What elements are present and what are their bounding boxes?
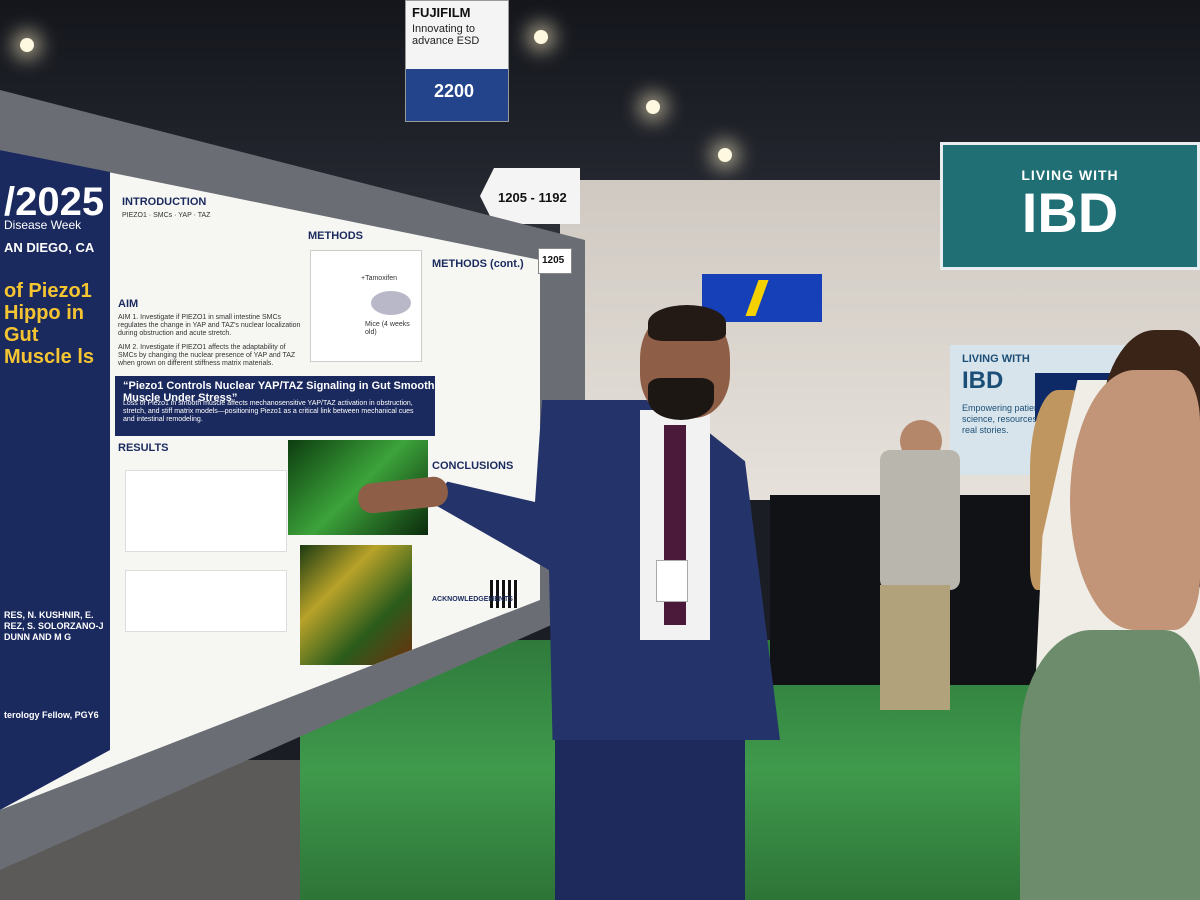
aisle-range: 1205 - 1192 bbox=[498, 190, 567, 205]
presenter-hair bbox=[648, 305, 726, 341]
sponsor-booth-number: 2200 bbox=[434, 81, 475, 101]
poster-title: of Piezo1 Hippo in Gut Muscle ls bbox=[4, 280, 95, 368]
key-finding-body: Loss of Piezo1 in smooth muscle affects … bbox=[123, 400, 414, 423]
name-badge bbox=[656, 560, 688, 602]
ibd-booth-sign: LIVING WITH IBD bbox=[940, 142, 1200, 270]
blue-display-screen bbox=[702, 274, 822, 322]
poster-introduction-heading: INTRODUCTION bbox=[122, 196, 207, 208]
poster-intro-text: PIEZO1 · SMCs · YAP · TAZ bbox=[122, 212, 211, 219]
poster-location: AN DIEGO, CA bbox=[4, 240, 95, 255]
ibd-panel-text: Empowering patients with science, resour… bbox=[962, 403, 1065, 435]
poster-aim1: AIM 1. Investigate if PIEZO1 in small in… bbox=[118, 314, 301, 337]
key-finding-title: “Piezo1 Controls Nuclear YAP/TAZ Signali… bbox=[123, 380, 435, 404]
aisle-arrow-sign: 1205 - 1192 bbox=[480, 168, 580, 224]
poster-authors: RES, N. KUSHNIR, E. REZ, S. SOLORZANO-J … bbox=[4, 610, 104, 642]
qr-code bbox=[490, 580, 518, 608]
attendee-face bbox=[1070, 370, 1200, 630]
sponsor-tagline: Innovating to advance ESD bbox=[412, 23, 480, 47]
attendee-jacket bbox=[880, 450, 960, 590]
mouse-diagram: +Tamoxifen Mice (4 weeks old) bbox=[310, 250, 422, 362]
board-number: 1205 bbox=[542, 255, 565, 266]
ibd-sign-line2: IBD bbox=[1021, 181, 1119, 244]
poster-acknowledgements-heading: ACKNOWLEDGEMENTS bbox=[432, 596, 513, 603]
poster-conclusions-heading: CONCLUSIONS bbox=[432, 460, 514, 472]
ibd-sign-line1: LIVING WITH bbox=[1021, 167, 1119, 183]
sponsor-band bbox=[406, 69, 508, 121]
ceiling-light bbox=[534, 30, 548, 44]
attendee-green-jacket bbox=[1020, 630, 1200, 900]
board-number-tag: 1205 bbox=[538, 248, 572, 274]
poster-title-band: /2025 Disease Week AN DIEGO, CA of Piezo… bbox=[0, 150, 110, 810]
mouse-icon bbox=[371, 291, 411, 315]
ceiling-light bbox=[646, 100, 660, 114]
poster-methods-cont-heading: METHODS (cont.) bbox=[432, 258, 524, 270]
results-plot bbox=[125, 570, 287, 632]
presenter-beard bbox=[648, 378, 714, 420]
poster-methods-heading: METHODS bbox=[308, 230, 363, 242]
poster-presenter-role: terology Fellow, PGY6 bbox=[4, 710, 99, 720]
diagram-drug-label: +Tamoxifen bbox=[361, 275, 397, 282]
poster-event: Disease Week bbox=[4, 218, 82, 232]
sponsor-brand: FUJIFILM bbox=[412, 5, 471, 20]
walking-attendee bbox=[870, 420, 965, 710]
ibd-panel-line1: LIVING WITH bbox=[962, 353, 1030, 365]
diagram-mice-label: Mice (4 weeks old) bbox=[365, 321, 410, 336]
ceiling-light bbox=[20, 38, 34, 52]
microscopy-image bbox=[300, 545, 412, 665]
ceiling-light bbox=[718, 148, 732, 162]
sponsor-hanging-sign: FUJIFILM Innovating to advance ESD 2200 bbox=[405, 0, 509, 122]
poster-key-finding-box: “Piezo1 Controls Nuclear YAP/TAZ Signali… bbox=[115, 376, 435, 436]
ibd-panel-line2: IBD bbox=[962, 367, 1004, 394]
results-plot bbox=[125, 470, 287, 552]
poster-year: /2025 bbox=[4, 180, 105, 224]
poster-aim2: AIM 2. Investigate if PIEZO1 affects the… bbox=[118, 344, 296, 367]
poster-results-heading: RESULTS bbox=[118, 442, 169, 454]
attendee-pants bbox=[880, 585, 950, 710]
poster-aim-heading: AIM bbox=[118, 298, 139, 310]
attendee-foreground bbox=[1020, 330, 1200, 900]
